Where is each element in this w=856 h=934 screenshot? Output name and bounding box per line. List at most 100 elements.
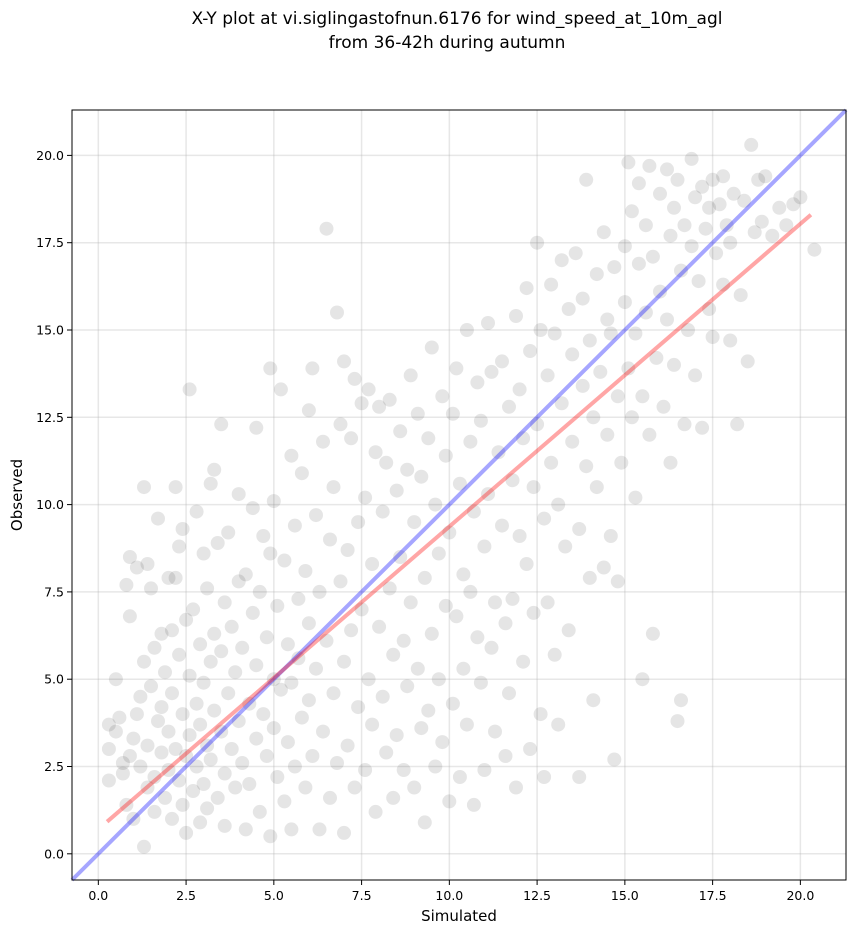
data-point bbox=[407, 780, 422, 795]
data-point bbox=[716, 169, 731, 184]
data-point bbox=[459, 717, 474, 732]
data-point bbox=[235, 640, 250, 655]
x-tick-label: 15.0 bbox=[611, 888, 639, 903]
data-point bbox=[386, 790, 401, 805]
data-point bbox=[579, 172, 594, 187]
data-point bbox=[196, 777, 211, 791]
data-point bbox=[228, 665, 243, 680]
data-point bbox=[101, 773, 116, 788]
x-axis-ticks: 0.0 2.5 5.0 7.5 10.0 12.5 15.0 17.5 20.0 bbox=[88, 880, 814, 903]
data-point bbox=[481, 316, 495, 330]
data-point bbox=[161, 724, 176, 739]
data-point bbox=[358, 490, 373, 505]
data-point bbox=[193, 717, 208, 732]
data-point bbox=[628, 490, 643, 505]
data-point bbox=[144, 581, 158, 596]
data-point bbox=[414, 469, 429, 484]
data-point bbox=[323, 790, 337, 805]
data-point bbox=[203, 654, 218, 669]
data-point bbox=[572, 770, 587, 784]
data-point bbox=[705, 330, 720, 344]
data-point bbox=[691, 274, 706, 289]
data-point bbox=[115, 766, 130, 781]
data-point bbox=[379, 745, 394, 760]
data-point bbox=[586, 693, 601, 708]
data-point bbox=[326, 686, 341, 701]
data-point bbox=[589, 480, 604, 495]
data-point bbox=[677, 218, 692, 233]
data-point bbox=[530, 417, 545, 432]
data-point bbox=[709, 246, 724, 261]
plot-frame bbox=[71, 109, 847, 881]
data-point bbox=[179, 825, 194, 840]
data-point bbox=[284, 448, 299, 463]
data-point bbox=[168, 570, 183, 585]
data-point bbox=[158, 665, 172, 680]
data-point bbox=[435, 389, 450, 404]
data-point bbox=[108, 724, 123, 739]
data-point bbox=[509, 780, 523, 795]
data-point bbox=[210, 790, 225, 805]
data-point bbox=[582, 333, 597, 348]
data-point bbox=[298, 564, 313, 578]
y-tick-label: 5.0 bbox=[44, 672, 64, 687]
data-point bbox=[266, 721, 281, 736]
fit-line bbox=[105, 213, 813, 824]
data-point bbox=[294, 466, 309, 481]
data-point bbox=[670, 172, 685, 187]
data-point bbox=[119, 577, 134, 592]
data-point bbox=[417, 815, 432, 830]
data-point bbox=[463, 584, 478, 599]
data-point bbox=[298, 780, 313, 795]
data-point bbox=[175, 522, 190, 536]
data-point bbox=[179, 749, 194, 763]
data-point bbox=[389, 728, 404, 743]
data-point bbox=[249, 658, 264, 673]
data-point bbox=[175, 707, 190, 722]
data-point bbox=[137, 839, 151, 854]
data-point bbox=[175, 797, 190, 812]
data-point bbox=[466, 797, 481, 812]
x-tick-label: 12.5 bbox=[523, 888, 551, 903]
data-point bbox=[207, 462, 222, 477]
y-tick-label: 17.5 bbox=[36, 235, 64, 250]
data-point bbox=[330, 756, 344, 770]
data-point bbox=[624, 410, 639, 425]
data-point bbox=[705, 172, 720, 187]
data-point bbox=[242, 777, 257, 791]
data-point bbox=[301, 403, 316, 418]
data-point bbox=[165, 623, 179, 638]
data-point bbox=[203, 752, 218, 767]
data-point bbox=[316, 724, 330, 739]
data-point bbox=[751, 172, 766, 187]
data-point bbox=[558, 539, 573, 554]
data-point bbox=[537, 770, 552, 784]
data-point bbox=[347, 371, 362, 386]
data-point bbox=[638, 218, 653, 233]
data-point bbox=[172, 773, 187, 788]
data-point bbox=[193, 637, 208, 652]
data-point bbox=[568, 246, 583, 261]
data-point bbox=[263, 829, 278, 844]
data-point bbox=[681, 323, 695, 337]
data-point bbox=[249, 420, 264, 435]
data-point bbox=[607, 260, 622, 275]
data-point bbox=[565, 434, 580, 449]
data-point bbox=[238, 567, 253, 582]
data-point bbox=[688, 368, 703, 383]
chart-title-line-1: X-Y plot at vi.siglingastofnun.6176 for … bbox=[191, 9, 722, 29]
data-point bbox=[319, 221, 334, 236]
data-point bbox=[154, 745, 169, 760]
data-point bbox=[484, 364, 499, 379]
data-point bbox=[323, 532, 337, 547]
grid-lines bbox=[72, 110, 846, 880]
data-point bbox=[516, 654, 531, 669]
data-point bbox=[716, 277, 731, 292]
data-point bbox=[122, 749, 137, 763]
data-point bbox=[351, 515, 366, 530]
data-point bbox=[333, 574, 348, 589]
x-axis-label: Simulated bbox=[421, 907, 497, 925]
data-point bbox=[459, 323, 474, 337]
data-point bbox=[245, 605, 260, 620]
data-point bbox=[333, 417, 348, 432]
